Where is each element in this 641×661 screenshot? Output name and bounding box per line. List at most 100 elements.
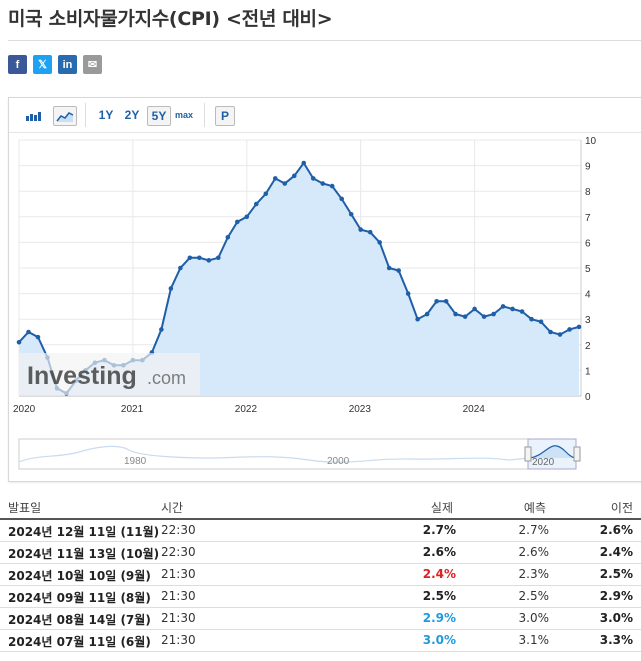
row-date: 2024년 08월 14일 (7월) [8,613,151,627]
data-point [187,255,193,261]
area-chart-icon[interactable] [53,106,77,126]
data-point [462,314,468,319]
y-tick-label: 7 [585,213,591,224]
row-forecast: 2.3% [518,567,550,581]
x-tick-label: 2023 [349,404,372,415]
data-point [329,183,335,189]
y-tick-label: 2 [585,341,591,352]
data-point [576,324,582,330]
range-1y-button[interactable]: 1Y [98,108,114,122]
navigator-label-1980: 1980 [124,456,147,467]
row-time: 21:30 [161,567,196,581]
data-point [235,219,240,225]
x-tick-label: 2020 [13,404,36,415]
data-point [339,196,345,202]
range-5y-button[interactable]: 5Y [147,106,171,126]
data-point [424,311,430,317]
table-row: 2024년 12월 11일 (11월) 22:30 2.7% 2.7% 2.6% [0,520,641,542]
data-point [358,227,363,232]
chart-toolbar: 1Y 2Y 5Y max P [9,98,641,133]
data-point [529,316,534,322]
data-point [225,234,231,240]
twitter-share-button[interactable]: 𝕏 [33,55,52,74]
row-time: 21:30 [161,611,196,625]
row-time: 21:30 [161,633,196,647]
row-previous: 2.6% [599,523,633,537]
y-tick-label: 1 [585,366,591,377]
row-date: 2024년 07월 11일 (6월) [8,635,151,649]
header-forecast[interactable]: 예측 [523,501,546,515]
y-tick-label: 10 [585,136,597,147]
toolbar-separator [204,103,205,127]
row-date: 2024년 11월 13일 (10월) [8,547,160,561]
cpi-area-chart: 0 1 2 3 4 5 6 7 8 9 10 2020 2021 2022 2023 2024 Invest… [13,136,597,470]
data-point [253,201,259,207]
table-row: 2024년 07월 11일 (6월) 21:30 3.0% 3.1% 3.3% [0,630,641,652]
row-date: 2024년 12월 11일 (11월) [8,525,160,539]
row-previous: 3.3% [599,633,633,647]
y-tick-label: 4 [585,290,591,301]
row-previous: 2.4% [599,545,633,559]
email-share-button[interactable]: ✉ [83,55,102,74]
watermark-suffix: .com [147,368,186,388]
data-point [348,211,354,217]
row-previous: 3.0% [599,611,633,625]
y-axis-ticks: 0 1 2 3 4 5 6 7 8 9 10 [585,136,597,403]
row-previous: 2.9% [599,589,633,603]
data-point [26,329,31,335]
header-previous[interactable]: 이전 [610,501,633,515]
data-point [443,298,449,304]
header-time[interactable]: 시간 [161,501,184,515]
data-point [244,214,250,220]
y-tick-label: 5 [585,264,591,275]
row-actual: 3.0% [422,633,456,647]
facebook-share-button[interactable]: f [8,55,27,74]
data-point [481,314,487,319]
data-point [567,327,572,332]
row-date: 2024년 09월 11일 (8월) [8,591,151,605]
x-axis-ticks: 2020 2021 2022 2023 2024 [13,404,485,415]
row-forecast: 2.5% [518,589,550,603]
data-point [434,298,439,304]
row-date: 2024년 10월 10일 (9월) [8,569,151,583]
data-point [263,191,269,197]
row-actual: 2.7% [422,523,456,537]
row-forecast: 3.1% [518,633,550,647]
data-point [396,268,401,273]
bar-chart-icon[interactable] [23,106,45,124]
linkedin-share-button[interactable]: in [58,55,77,74]
title-divider [8,40,641,41]
range-2y-button[interactable]: 2Y [124,108,140,122]
row-time: 22:30 [161,545,196,559]
data-point [405,291,411,296]
data-point [377,240,382,245]
y-tick-label: 3 [585,315,591,326]
table-row: 2024년 08월 14일 (7월) 21:30 2.9% 3.0% 3.0% [0,608,641,630]
row-previous: 2.5% [599,567,633,581]
data-point [291,173,297,179]
range-max-button[interactable]: max [174,110,193,120]
data-point [197,255,202,261]
chart-navigator: 1980 2000 2020 [18,438,581,470]
data-point [557,332,563,337]
x-tick-label: 2024 [463,404,486,415]
data-point [500,304,506,309]
data-point [272,176,278,181]
y-tick-label: 6 [585,238,591,249]
data-point [159,327,164,332]
row-actual: 2.6% [422,545,456,559]
investing-watermark: Investing .com [19,353,200,395]
header-actual[interactable]: 실제 [430,501,453,515]
data-point [168,286,174,291]
y-tick-label: 8 [585,187,591,198]
p-button[interactable]: P [215,106,235,126]
data-point [206,258,212,263]
data-point [386,265,392,271]
header-date[interactable]: 발표일 [8,501,42,515]
data-point [35,334,41,340]
table-row: 2024년 11월 13일 (10월) 22:30 2.6% 2.6% 2.4% [0,542,641,564]
data-point [519,309,525,314]
data-point [320,181,326,186]
data-point [538,319,544,325]
data-point [415,316,420,322]
